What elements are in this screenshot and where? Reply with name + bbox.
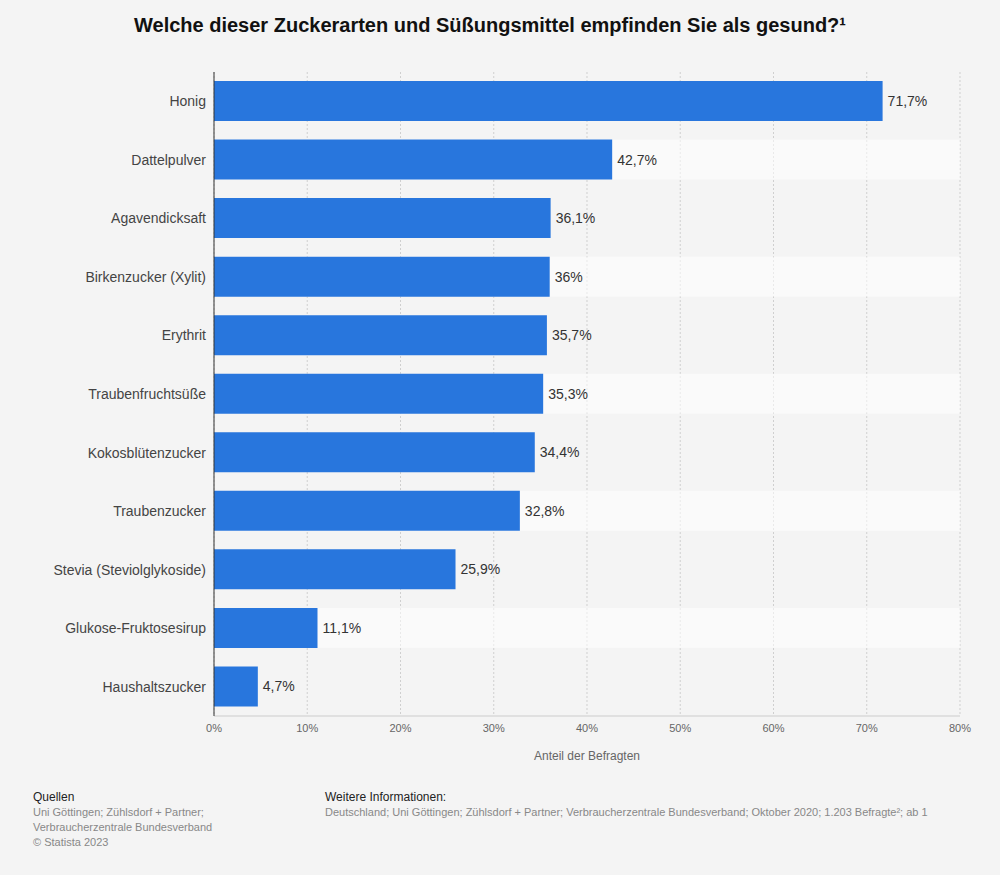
html-text:Weitere Informationen:: Weitere Informationen:	[325, 790, 447, 804]
svg-text:Anteil der Befragten: Anteil der Befragten	[534, 749, 640, 763]
svg-text:Haushaltszucker: Haushaltszucker	[103, 679, 207, 695]
svg-text:Kokosblütenzucker: Kokosblütenzucker	[88, 445, 207, 461]
html-text:Deutschland; Uni Göttingen; Zü: Deutschland; Uni Göttingen; Zühlsdorf + …	[325, 806, 928, 818]
html-text:Welche dieser Zuckerarten und: Welche dieser Zuckerarten und Süßungsmit…	[134, 14, 846, 36]
svg-text:60%: 60%	[762, 722, 784, 734]
html-text:Quellen: Quellen	[33, 790, 75, 804]
svg-text:Glukose-Fruktosesirup: Glukose-Fruktosesirup	[65, 620, 206, 636]
svg-text:36,1%: 36,1%	[556, 210, 596, 226]
svg-text:71,7%: 71,7%	[888, 93, 928, 109]
svg-text:0%: 0%	[206, 722, 222, 734]
svg-text:35,7%: 35,7%	[552, 327, 592, 343]
svg-text:42,7%: 42,7%	[617, 152, 657, 168]
svg-text:25,9%: 25,9%	[461, 561, 501, 577]
html-text:Verbraucherzentrale Bundesverb: Verbraucherzentrale Bundesverband	[33, 821, 213, 833]
svg-text:11,1%: 11,1%	[323, 620, 362, 636]
svg-text:10%: 10%	[296, 722, 318, 734]
svg-text:Erythrit: Erythrit	[162, 327, 206, 343]
svg-text:Honig: Honig	[169, 93, 206, 109]
svg-text:35,3%: 35,3%	[548, 386, 588, 402]
svg-text:36%: 36%	[555, 269, 583, 285]
svg-text:30%: 30%	[483, 722, 505, 734]
svg-text:Traubenzucker: Traubenzucker	[113, 503, 206, 519]
html-text:© Statista 2023: © Statista 2023	[33, 836, 109, 848]
svg-text:32,8%: 32,8%	[525, 503, 565, 519]
svg-text:40%: 40%	[576, 722, 598, 734]
svg-text:70%: 70%	[856, 722, 878, 734]
svg-text:Agavendicksaft: Agavendicksaft	[111, 210, 206, 226]
svg-text:34,4%: 34,4%	[540, 444, 580, 460]
svg-text:Dattelpulver: Dattelpulver	[131, 152, 206, 168]
svg-text:Traubenfruchtsüße: Traubenfruchtsüße	[88, 386, 206, 402]
html-text:Uni Göttingen; Zühlsdorf + Par: Uni Göttingen; Zühlsdorf + Partner;	[33, 806, 204, 818]
svg-text:Stevia (Steviolglykoside): Stevia (Steviolglykoside)	[53, 562, 206, 578]
svg-text:50%: 50%	[669, 722, 691, 734]
svg-text:4,7%: 4,7%	[263, 678, 295, 694]
svg-text:80%: 80%	[949, 722, 971, 734]
svg-text:Birkenzucker (Xylit): Birkenzucker (Xylit)	[85, 269, 206, 285]
svg-text:20%: 20%	[389, 722, 411, 734]
